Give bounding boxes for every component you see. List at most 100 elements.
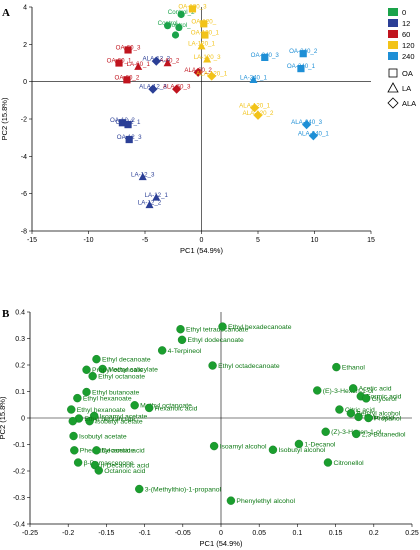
circle-point-marker <box>171 31 180 39</box>
compound-label: Ethyl hexanoate <box>83 396 132 403</box>
point-label: LA-12_2 <box>138 199 162 206</box>
triangle-point-marker <box>145 200 154 209</box>
point-label: OA-240_3 <box>251 52 280 59</box>
legend-color-swatch <box>388 41 398 49</box>
compound-label: Ethanol <box>342 365 366 372</box>
triangle-point-marker <box>203 55 212 63</box>
y-tick-label: -0.4 <box>13 522 25 529</box>
triangle-point-marker <box>152 193 161 201</box>
compound-point-marker <box>92 354 101 364</box>
compound-label: Isobutyl acetate <box>79 433 127 440</box>
x-tick-label: 15 <box>367 237 375 244</box>
y-tick-label: -4 <box>21 154 27 161</box>
compound-label: 2,3-Butanediol <box>362 431 406 438</box>
compound-point-marker <box>352 429 361 439</box>
point-label: OA-60_3 <box>116 44 141 51</box>
y-tick-label: -2 <box>21 117 27 124</box>
compound-point-marker <box>348 384 358 393</box>
compound-point-marker <box>346 409 356 418</box>
compound-label: Citric acid <box>345 407 375 414</box>
diamond-point-marker <box>301 120 312 130</box>
compound-point-marker <box>323 458 333 467</box>
compound-label: 4-Terpineol <box>168 348 202 355</box>
point-label: LA-120_3 <box>194 54 221 61</box>
triangle-point-marker <box>138 172 147 181</box>
compound-point-marker <box>354 412 363 422</box>
y-tick-label: 0.3 <box>15 336 25 343</box>
square-point-marker <box>201 31 209 39</box>
compound-label: Glycerol <box>372 396 397 403</box>
compound-label: Decanoic acid <box>102 448 145 455</box>
point-label: LA-12_1 <box>145 192 169 199</box>
compound-point-marker <box>88 371 97 381</box>
point-label: ALA-240_3 <box>291 119 323 126</box>
compound-label: Ethyl hexadecanoate <box>228 324 292 331</box>
compound-point-marker <box>82 365 91 374</box>
compound-point-marker <box>94 466 103 475</box>
compound-label: Isoamyl alcohol <box>220 443 267 450</box>
pca-loading-plot: -0.25 -0.2 -0.15 -0.1 -0.05 0 0.05 0.1 0.15 0.2 0.… <box>0 310 419 549</box>
y-tick-label: 2 <box>23 42 27 49</box>
compound-point-marker <box>332 362 341 372</box>
diamond-point-marker <box>253 110 263 120</box>
compound-point-marker <box>73 393 82 403</box>
compound-label: Citronellol <box>333 460 364 467</box>
x-axis-title: PC1 (54.9%) <box>180 246 223 255</box>
legend-shape-label: OA <box>402 69 413 78</box>
compound-label: Ethyl hexanoate <box>77 407 126 414</box>
point-label: ALA-120_1 <box>239 102 271 109</box>
compound-label: Ethyl octanoate <box>98 374 145 381</box>
compound-label: Ethyl butanoate <box>92 389 139 396</box>
diamond-point-marker <box>151 56 161 66</box>
compound-label: Propyl octanoate <box>92 367 143 374</box>
compound-point-marker <box>69 431 78 441</box>
x-tick-label: 5 <box>256 237 260 244</box>
legend-color-label: 0 <box>402 8 406 17</box>
compound-label: Methyl octanoate <box>140 403 192 410</box>
point-label: Control <box>158 20 178 27</box>
compound-label: Ethyl dodecanoate <box>188 337 245 344</box>
legend-square-icon <box>388 68 398 78</box>
legend-shape-label: LA <box>402 84 411 93</box>
compound-label: n-Decanoic acid <box>100 463 149 470</box>
legend-color-swatch <box>388 19 398 27</box>
compound-point-marker <box>144 403 154 413</box>
y-tick-label: -0.3 <box>13 495 25 502</box>
compound-point-marker <box>364 413 373 423</box>
point-label: OA-60_1 <box>107 58 132 65</box>
square-point-marker <box>123 76 131 84</box>
compound-point-marker <box>130 401 139 410</box>
panel-b-letter: B <box>2 308 10 320</box>
compound-label: 1-Decanol <box>304 441 335 448</box>
point-label: LA-60_1 <box>127 61 151 68</box>
panel-a-letter: A <box>2 7 10 19</box>
compound-point-marker <box>313 386 322 395</box>
compound-point-marker <box>226 496 236 505</box>
legend-color-label: 60 <box>402 30 410 39</box>
point-label: Control_2 <box>168 9 195 16</box>
point-label: LA-120_1 <box>188 41 215 48</box>
x-tick-label: -0.15 <box>98 530 114 537</box>
compound-label: Isoamyl acetate <box>100 413 148 420</box>
compound-point-marker <box>177 335 187 345</box>
compound-point-marker <box>176 325 185 334</box>
compound-label: 3-(Methylthio)-1-propanol <box>145 486 222 493</box>
y-tick-label: 0.1 <box>15 389 25 396</box>
point-label: OA-12_1 <box>116 119 141 126</box>
x-tick-label: 0.15 <box>329 530 343 537</box>
compound-point-marker <box>157 346 167 355</box>
point-label: OA-60_2 <box>115 74 140 81</box>
compound-point-marker <box>209 441 219 451</box>
point-label: LA-12_3 <box>131 171 155 178</box>
square-point-marker <box>188 5 197 13</box>
legend: 0 12 60 120 240 OA LA ALA <box>387 8 416 109</box>
compound-label: Octanoic acid <box>104 468 145 475</box>
compound-point-marker <box>135 484 144 494</box>
compound-label: (E)-3-Hexen-1-ol <box>323 388 374 395</box>
x-tick-label: 0.1 <box>293 530 303 537</box>
legend-color-label: 120 <box>402 41 415 50</box>
triangle-point-marker <box>197 42 206 50</box>
compound-label: Hexanoic acid <box>155 405 198 412</box>
square-point-marker <box>299 50 307 58</box>
